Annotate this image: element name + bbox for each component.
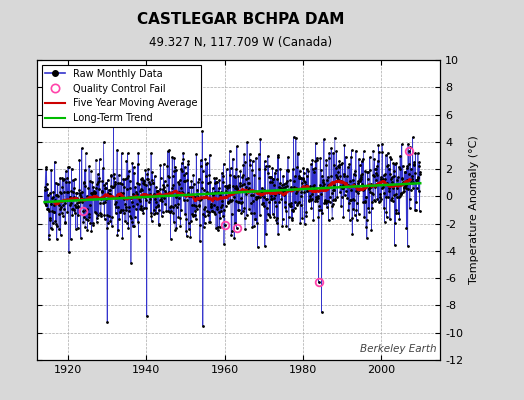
Text: Berkeley Earth: Berkeley Earth <box>359 344 436 354</box>
Legend: Raw Monthly Data, Quality Control Fail, Five Year Moving Average, Long-Term Tren: Raw Monthly Data, Quality Control Fail, … <box>41 65 201 127</box>
Y-axis label: Temperature Anomaly (°C): Temperature Anomaly (°C) <box>468 136 479 284</box>
Text: 49.327 N, 117.709 W (Canada): 49.327 N, 117.709 W (Canada) <box>149 36 333 49</box>
Text: CASTLEGAR BCHPA DAM: CASTLEGAR BCHPA DAM <box>137 12 345 27</box>
